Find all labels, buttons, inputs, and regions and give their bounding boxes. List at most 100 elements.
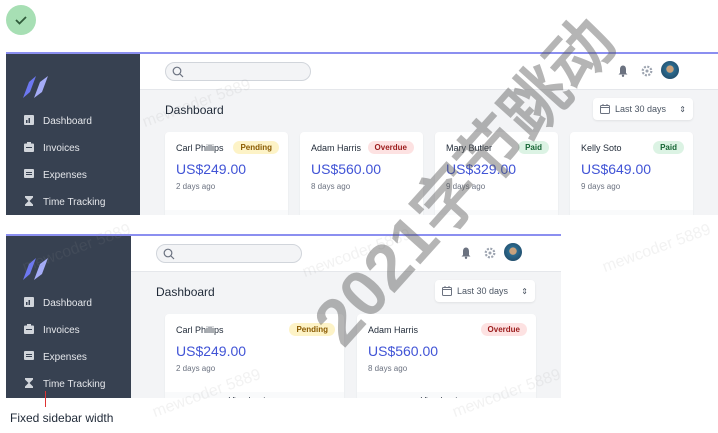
invoice-age: 9 days ago <box>446 182 486 191</box>
chevron-right-icon: › <box>470 396 473 398</box>
check-icon <box>6 5 36 35</box>
status-badge: Overdue <box>480 323 527 336</box>
chart-icon <box>24 297 34 310</box>
hourglass-icon <box>24 378 34 391</box>
gear-icon[interactable] <box>641 65 653 77</box>
sidebar-item-expenses[interactable]: Expenses <box>24 351 87 364</box>
view-invoice-link[interactable]: View Invoice › <box>165 210 288 215</box>
client-name: Mary Butler <box>446 143 493 153</box>
sidebar-item-expenses[interactable]: Expenses <box>24 169 87 182</box>
clipboard-icon <box>24 324 34 337</box>
status-badge: Overdue <box>367 141 414 154</box>
invoice-age: 9 days ago <box>581 182 621 191</box>
page-title: Dashboard <box>156 285 215 299</box>
invoice-card: Carl Phillips Pending US$249.00 2 days a… <box>165 132 288 215</box>
chevron-up-down-icon: ⇕ <box>521 286 528 296</box>
view-invoice-link[interactable]: View Invoice › <box>357 392 536 398</box>
receipt-icon <box>24 169 34 182</box>
avatar[interactable] <box>661 61 679 79</box>
search-input[interactable] <box>156 244 302 263</box>
receipt-icon <box>24 351 34 364</box>
top-bar <box>131 236 561 272</box>
dashboard-mock: Dashboard Invoices Expenses Time Trackin… <box>6 234 561 398</box>
sidebar-item-label: Dashboard <box>43 298 92 309</box>
view-invoice-label: View Invoice <box>471 214 516 215</box>
chevron-right-icon: › <box>385 214 388 215</box>
page-title: Dashboard <box>165 103 224 117</box>
sidebar-item-label: Dashboard <box>43 116 92 127</box>
caption: Fixed sidebar width <box>10 411 114 425</box>
view-invoice-label: View Invoice <box>201 214 246 215</box>
invoice-age: 8 days ago <box>311 182 351 191</box>
sidebar-item-time-tracking[interactable]: Time Tracking <box>24 196 105 209</box>
invoice-amount: US$329.00 <box>446 161 517 177</box>
client-name: Carl Phillips <box>176 143 224 153</box>
sidebar-item-label: Expenses <box>43 170 87 181</box>
status-badge: Paid <box>518 141 549 154</box>
client-name: Adam Harris <box>311 143 362 153</box>
date-range-value: Last 30 days <box>615 104 667 114</box>
invoice-amount: US$560.00 <box>311 161 382 177</box>
invoice-card: Adam Harris Overdue US$560.00 8 days ago… <box>300 132 423 215</box>
sidebar-item-dashboard[interactable]: Dashboard <box>24 297 92 310</box>
watermark: mewcoder 5889 <box>600 221 714 276</box>
gear-icon[interactable] <box>484 247 496 259</box>
invoice-card: Adam Harris Overdue US$560.00 8 days ago… <box>357 314 536 398</box>
invoice-amount: US$249.00 <box>176 161 247 177</box>
status-badge: Pending <box>233 141 279 154</box>
status-badge: Pending <box>289 323 335 336</box>
top-bar <box>140 54 718 90</box>
chevron-up-down-icon: ⇕ <box>679 104 686 114</box>
search-icon <box>163 248 175 260</box>
calendar-icon <box>442 286 452 296</box>
search-input[interactable] <box>165 62 311 81</box>
calendar-icon <box>600 104 610 114</box>
view-invoice-label: View Invoice <box>229 396 274 398</box>
invoice-card: Carl Phillips Pending US$249.00 2 days a… <box>165 314 344 398</box>
chevron-right-icon: › <box>520 214 523 215</box>
view-invoice-label: View Invoice <box>336 214 381 215</box>
logo <box>23 76 48 98</box>
client-name: Kelly Soto <box>581 143 622 153</box>
date-range-value: Last 30 days <box>457 286 509 296</box>
sidebar: Dashboard Invoices Expenses Time Trackin… <box>6 54 140 215</box>
invoice-age: 2 days ago <box>176 182 216 191</box>
sidebar-item-label: Expenses <box>43 352 87 363</box>
sidebar-item-invoices[interactable]: Invoices <box>24 324 80 337</box>
invoice-amount: US$649.00 <box>581 161 652 177</box>
client-name: Carl Phillips <box>176 325 224 335</box>
date-range-select[interactable]: Last 30 days ⇕ <box>435 280 535 302</box>
chevron-right-icon: › <box>278 396 281 398</box>
invoice-amount: US$249.00 <box>176 343 247 359</box>
avatar[interactable] <box>504 243 522 261</box>
date-range-select[interactable]: Last 30 days ⇕ <box>593 98 693 120</box>
chevron-right-icon: › <box>655 214 658 215</box>
sidebar-item-time-tracking[interactable]: Time Tracking <box>24 378 105 391</box>
view-invoice-label: View Invoice <box>606 214 651 215</box>
invoice-amount: US$560.00 <box>368 343 439 359</box>
view-invoice-link[interactable]: View Invoice › <box>165 392 344 398</box>
sidebar-item-label: Invoices <box>43 325 80 336</box>
bell-icon[interactable] <box>461 247 471 259</box>
sidebar-item-invoices[interactable]: Invoices <box>24 142 80 155</box>
clipboard-icon <box>24 142 34 155</box>
hourglass-icon <box>24 196 34 209</box>
sidebar-item-label: Time Tracking <box>43 379 106 390</box>
bell-icon[interactable] <box>618 65 628 77</box>
view-invoice-link[interactable]: View Invoice › <box>435 210 558 215</box>
invoice-card: Mary Butler Paid US$329.00 9 days ago Vi… <box>435 132 558 215</box>
view-invoice-link[interactable]: View Invoice › <box>570 210 693 215</box>
sidebar-item-label: Time Tracking <box>43 197 106 208</box>
annotation-marker <box>45 391 46 407</box>
chevron-right-icon: › <box>250 214 253 215</box>
sidebar-item-dashboard[interactable]: Dashboard <box>24 115 92 128</box>
status-badge: Paid <box>653 141 684 154</box>
dashboard-mock: Dashboard Invoices Expenses Time Trackin… <box>6 52 718 215</box>
client-name: Adam Harris <box>368 325 419 335</box>
logo <box>23 258 48 280</box>
sidebar-item-label: Invoices <box>43 143 80 154</box>
view-invoice-link[interactable]: View Invoice › <box>300 210 423 215</box>
invoice-age: 2 days ago <box>176 364 216 373</box>
sidebar: Dashboard Invoices Expenses Time Trackin… <box>6 236 131 398</box>
invoice-card: Kelly Soto Paid US$649.00 9 days ago Vie… <box>570 132 693 215</box>
